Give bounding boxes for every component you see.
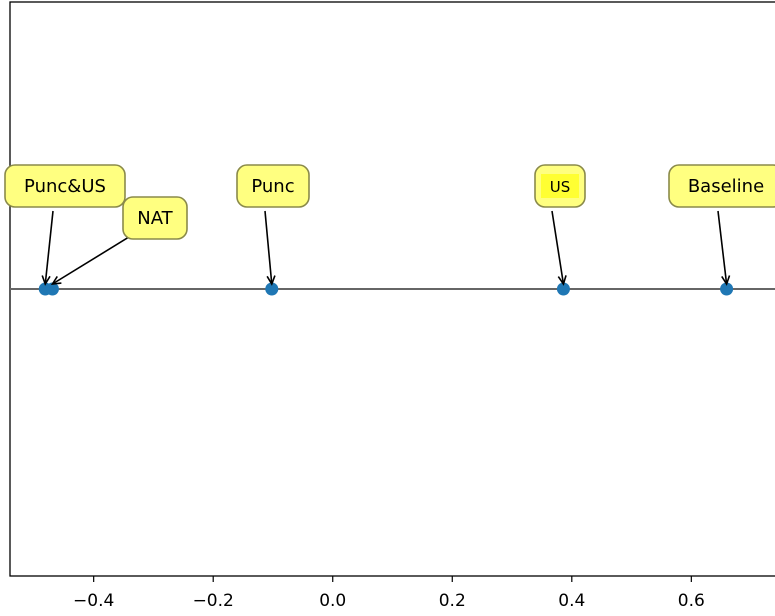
points [38,282,734,296]
annotation-box [236,164,310,208]
annotation-highlight [541,174,579,198]
annotation-box [4,164,126,208]
annotation-arrowhead [266,275,276,286]
annotation-arrow [44,210,54,285]
x-tick-label: 0.0 [319,591,346,611]
annotation-box [122,196,188,240]
x-tick-label: −0.2 [193,591,234,611]
plot-area [9,1,775,577]
annotation-label: US [550,178,571,196]
annotation-arrow [52,236,130,285]
x-tick-label: 0.4 [558,591,585,611]
x-axis: −0.4 −0.2 0.0 0.2 0.4 0.6 [73,576,705,611]
data-point [556,282,570,296]
data-point [265,282,279,296]
annotation-box [668,164,775,208]
annotation-arrow [717,210,728,285]
annotation-arrowhead [721,275,731,286]
x-tick-label: 0.6 [678,591,705,611]
annotation-arrowhead [557,275,567,286]
annotation-arrow [551,210,565,285]
annotation-arrowhead [50,275,62,285]
annotation-label: Punc [251,176,294,197]
data-point [720,282,734,296]
x-tick-label: 0.2 [439,591,466,611]
annotation-arrow [264,210,273,285]
annotation-label: Punc&US [24,176,106,197]
annotation-arrowhead [41,275,51,286]
annotation-label: Baseline [688,176,764,197]
data-point [45,282,59,296]
x-tick-label: −0.4 [73,591,114,611]
annotation-label: NAT [137,208,173,229]
annotations: Punc&US NAT Punc US Baseline [4,164,775,286]
